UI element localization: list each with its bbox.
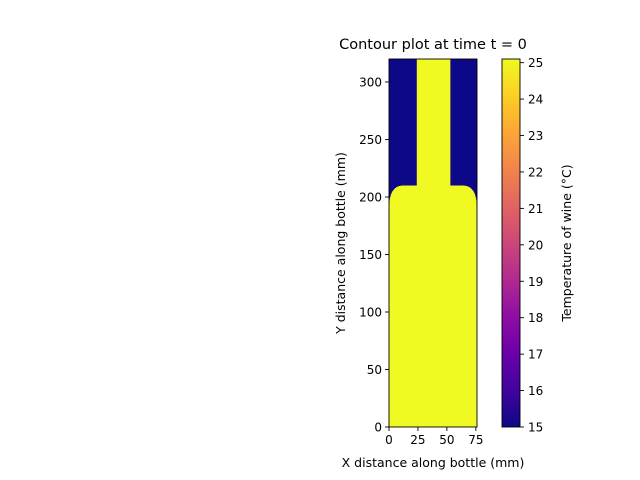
colorbar-tick-label: 25 xyxy=(528,56,543,70)
y-tick-label: 0 xyxy=(374,421,382,435)
y-tick-label: 250 xyxy=(359,133,382,147)
colorbar-ticks: 15 16 17 18 19 20 21 22 23 24 25 xyxy=(520,56,543,435)
y-tick-label: 100 xyxy=(359,306,382,320)
colorbar-tick-label: 24 xyxy=(528,93,543,107)
y-tick-label: 150 xyxy=(359,248,382,262)
colorbar-tick-label: 16 xyxy=(528,384,543,398)
y-axis-ticks: 0 50 100 150 200 250 300 xyxy=(359,76,389,435)
colorbar-tick-label: 17 xyxy=(528,348,543,362)
x-axis-ticks: 0 25 50 75 xyxy=(385,427,483,447)
x-axis-label: X distance along bottle (mm) xyxy=(342,455,525,470)
colorbar-tick-label: 20 xyxy=(528,238,543,252)
colorbar-label: Temperature of wine (°C) xyxy=(559,164,574,322)
colorbar-tick-label: 21 xyxy=(528,202,543,216)
y-tick-label: 50 xyxy=(367,363,382,377)
colorbar-tick-label: 22 xyxy=(528,165,543,179)
y-axis-label: Y distance along bottle (mm) xyxy=(333,152,348,335)
x-tick-label: 25 xyxy=(410,433,425,447)
y-tick-label: 200 xyxy=(359,191,382,205)
x-tick-label: 50 xyxy=(439,433,454,447)
x-tick-label: 75 xyxy=(468,433,483,447)
colorbar xyxy=(501,58,521,428)
x-tick-label: 0 xyxy=(385,433,393,447)
colorbar-tick-label: 23 xyxy=(528,129,543,143)
plot-frame xyxy=(388,58,478,428)
y-tick-label: 300 xyxy=(359,76,382,90)
colorbar-tick-label: 18 xyxy=(528,311,543,325)
wine-bottle-region xyxy=(389,59,477,427)
plot-area xyxy=(389,59,477,427)
colorbar-tick-label: 19 xyxy=(528,275,543,289)
colorbar-tick-label: 15 xyxy=(528,421,543,435)
chart-title: Contour plot at time t = 0 xyxy=(339,37,527,53)
